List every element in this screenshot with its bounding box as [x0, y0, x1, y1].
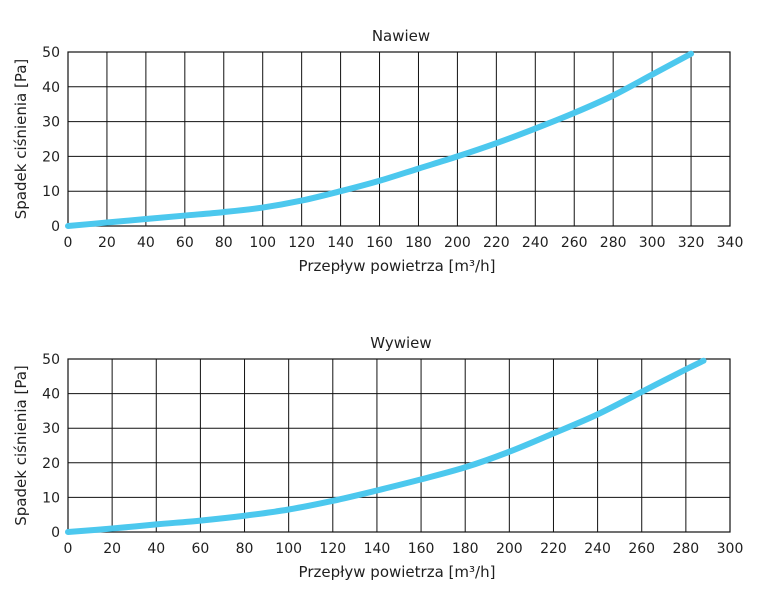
x-axis-label: Przepływ powietrza [m³/h] [299, 563, 496, 581]
x-tick-label: 320 [678, 235, 705, 251]
x-tick-label: 240 [522, 235, 549, 251]
x-axis-label: Przepływ powietrza [m³/h] [299, 257, 496, 275]
x-tick-label: 180 [452, 541, 479, 557]
x-tick-label: 180 [405, 235, 432, 251]
x-tick-label: 140 [327, 235, 354, 251]
x-tick-label: 220 [540, 541, 567, 557]
y-tick-label: 0 [51, 525, 60, 541]
plot-frame [67, 51, 731, 227]
y-tick-label: 50 [42, 352, 60, 368]
x-tick-label: 300 [717, 541, 744, 557]
x-tick-label: 0 [64, 235, 73, 251]
y-tick-label: 20 [42, 149, 60, 165]
y-tick-label: 50 [42, 45, 60, 61]
x-tick-label: 220 [483, 235, 510, 251]
x-tick-label: 100 [275, 541, 302, 557]
y-tick-label: 20 [42, 456, 60, 472]
plot-frame [67, 358, 731, 533]
y-axis-label: Spadek ciśnienia [Pa] [12, 365, 30, 525]
y-tick-label: 30 [42, 421, 60, 437]
x-tick-label: 60 [191, 541, 209, 557]
y-tick-label: 40 [42, 387, 60, 403]
x-tick-label: 260 [561, 235, 588, 251]
x-tick-label: 160 [408, 541, 435, 557]
x-tick-label: 60 [176, 235, 194, 251]
chart-title: Wywiew [370, 334, 431, 352]
x-tick-label: 0 [64, 541, 73, 557]
y-tick-label: 10 [42, 184, 60, 200]
x-tick-label: 340 [717, 235, 744, 251]
x-tick-label: 20 [103, 541, 121, 557]
x-tick-label: 40 [137, 235, 155, 251]
y-tick-label: 30 [42, 115, 60, 131]
x-tick-label: 80 [236, 541, 254, 557]
x-tick-label: 120 [288, 235, 315, 251]
x-tick-label: 280 [672, 541, 699, 557]
y-tick-label: 10 [42, 490, 60, 506]
x-tick-label: 160 [366, 235, 393, 251]
chart-title: Nawiew [372, 27, 430, 45]
x-tick-label: 40 [147, 541, 165, 557]
x-tick-label: 120 [319, 541, 346, 557]
x-tick-label: 100 [249, 235, 276, 251]
x-tick-label: 280 [600, 235, 627, 251]
series-line-1 [65, 50, 695, 229]
x-tick-label: 240 [584, 541, 611, 557]
series-line-1 [65, 357, 707, 535]
y-tick-label: 0 [51, 219, 60, 235]
x-tick-label: 140 [364, 541, 391, 557]
x-tick-label: 200 [444, 235, 471, 251]
x-tick-label: 260 [628, 541, 655, 557]
x-tick-label: 200 [496, 541, 523, 557]
x-tick-label: 20 [98, 235, 116, 251]
y-axis-label: Spadek ciśnienia [Pa] [12, 59, 30, 219]
x-tick-label: 80 [215, 235, 233, 251]
y-tick-label: 40 [42, 80, 60, 96]
x-tick-label: 300 [639, 235, 666, 251]
